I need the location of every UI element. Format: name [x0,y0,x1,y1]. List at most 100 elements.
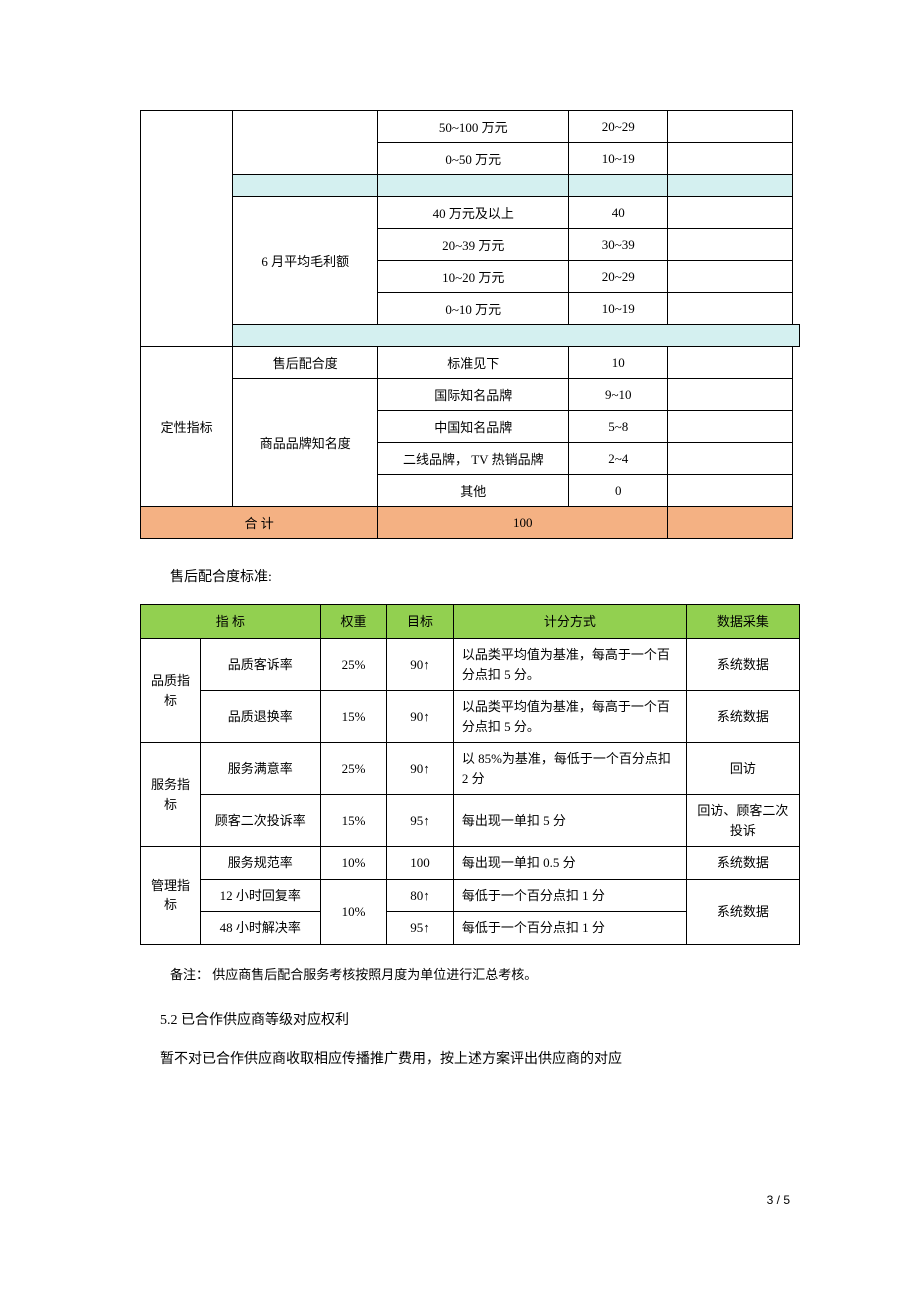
cell-weight: 25% [320,639,387,691]
cell-target: 90↑ [387,743,454,795]
aftersale-standard-table: 指 标 权重 目标 计分方式 数据采集 品质指标 品质客诉率 25% 90↑ 以… [140,604,800,945]
total-label: 合 计 [141,507,378,539]
evaluation-table-part: 50~100 万元 20~29 0~50 万元 10~19 6 月平均毛利额 4… [140,110,800,539]
th-weight: 权重 [320,605,387,639]
cell-blank [668,143,793,175]
cell-blank [668,293,793,325]
cell-method: 以品类平均值为基准，每高于一个百分点扣 5 分。 [453,639,686,691]
cell-target: 90↑ [387,691,454,743]
cell-blank [668,347,793,379]
cell-source: 系统数据 [686,879,799,944]
table-row: 定性指标 售后配合度 标准见下 10 [141,347,800,379]
cell-score: 20~29 [569,261,668,293]
th-target: 目标 [387,605,454,639]
body-paragraph: 暂不对已合作供应商收取相应传播推广费用，按上述方案评出供应商的对应 [160,1047,800,1074]
cell-score: 40 [569,197,668,229]
table-row: 50~100 万元 20~29 [141,111,800,143]
cell-score: 0 [569,475,668,507]
cell-blank [668,507,793,539]
cell-target: 95↑ [387,795,454,847]
cell-range: 标准见下 [378,347,569,379]
cell-metric-aftersale: 售后配合度 [233,347,378,379]
th-indicator: 指 标 [141,605,321,639]
cell-blank [668,475,793,507]
cell-range: 40 万元及以上 [378,197,569,229]
cell-metric-gross: 6 月平均毛利额 [233,197,378,325]
cell-source: 系统数据 [686,847,799,880]
th-method: 计分方式 [453,605,686,639]
cell-range: 20~39 万元 [378,229,569,261]
cell-name: 品质客诉率 [200,639,320,691]
total-row: 合 计 100 [141,507,800,539]
table-row: 12 小时回复率 10% 80↑ 每低于一个百分点扣 1 分 系统数据 [141,879,800,912]
cell-target: 90↑ [387,639,454,691]
cell-source: 回访、顾客二次投诉 [686,795,799,847]
table-row: 服务指标 服务满意率 25% 90↑ 以 85%为基准，每低于一个百分点扣 2 … [141,743,800,795]
cell-name: 品质退换率 [200,691,320,743]
note-text: 备注： 供应商售后配合服务考核按照月度为单位进行汇总考核。 [170,963,800,986]
cell-name: 顾客二次投诉率 [200,795,320,847]
group-quality: 品质指标 [141,639,201,743]
cell-target: 95↑ [387,912,454,945]
table-row: 品质退换率 15% 90↑ 以品类平均值为基准，每高于一个百分点扣 5 分。 系… [141,691,800,743]
cell-blank [668,411,793,443]
cell-range: 中国知名品牌 [378,411,569,443]
cell-blank [668,261,793,293]
cell-weight: 10% [320,879,387,944]
table-row: 6 月平均毛利额 40 万元及以上 40 [141,197,800,229]
cell-score: 30~39 [569,229,668,261]
cell-target: 100 [387,847,454,880]
cell-method: 以品类平均值为基准，每高于一个百分点扣 5 分。 [453,691,686,743]
cell-weight: 15% [320,691,387,743]
table-row: 品质指标 品质客诉率 25% 90↑ 以品类平均值为基准，每高于一个百分点扣 5… [141,639,800,691]
cell-blank [668,111,793,143]
cell-weight: 15% [320,795,387,847]
cell-score: 10~19 [569,293,668,325]
cell-source: 回访 [686,743,799,795]
cell-score: 10~19 [569,143,668,175]
cell-category-blank [141,111,233,347]
cell-range: 0~10 万元 [378,293,569,325]
cell-method: 每低于一个百分点扣 1 分 [453,879,686,912]
table-row: 管理指标 服务规范率 10% 100 每出现一单扣 0.5 分 系统数据 [141,847,800,880]
page-number: 3 / 5 [0,1193,920,1207]
spacer-row [141,175,800,197]
cell-blank [668,379,793,411]
aftersale-standard-title: 售后配合度标准: [170,565,800,590]
cell-score: 5~8 [569,411,668,443]
cell-score: 2~4 [569,443,668,475]
cell-category-qualitative: 定性指标 [141,347,233,507]
cell-range: 国际知名品牌 [378,379,569,411]
table-header-row: 指 标 权重 目标 计分方式 数据采集 [141,605,800,639]
th-source: 数据采集 [686,605,799,639]
cell-source: 系统数据 [686,691,799,743]
cell-method: 每出现一单扣 5 分 [453,795,686,847]
cell-method: 以 85%为基准，每低于一个百分点扣 2 分 [453,743,686,795]
group-management: 管理指标 [141,847,201,945]
section-5-2-title: 5.2 已合作供应商等级对应权利 [160,1008,800,1035]
cell-name: 12 小时回复率 [200,879,320,912]
cell-name: 服务满意率 [200,743,320,795]
cell-source: 系统数据 [686,639,799,691]
cell-range: 50~100 万元 [378,111,569,143]
cell-range: 其他 [378,475,569,507]
cell-blank [668,197,793,229]
spacer-row [141,325,800,347]
cell-name: 服务规范率 [200,847,320,880]
cell-blank [668,229,793,261]
total-value: 100 [378,507,668,539]
cell-range: 10~20 万元 [378,261,569,293]
cell-name: 48 小时解决率 [200,912,320,945]
table-row: 商品品牌知名度 国际知名品牌 9~10 [141,379,800,411]
cell-score: 20~29 [569,111,668,143]
cell-method: 每低于一个百分点扣 1 分 [453,912,686,945]
group-service: 服务指标 [141,743,201,847]
cell-score: 10 [569,347,668,379]
cell-range: 0~50 万元 [378,143,569,175]
table-row: 顾客二次投诉率 15% 95↑ 每出现一单扣 5 分 回访、顾客二次投诉 [141,795,800,847]
cell-method: 每出现一单扣 0.5 分 [453,847,686,880]
cell-weight: 10% [320,847,387,880]
cell-blank [668,443,793,475]
cell-target: 80↑ [387,879,454,912]
cell-metric-blank [233,111,378,175]
